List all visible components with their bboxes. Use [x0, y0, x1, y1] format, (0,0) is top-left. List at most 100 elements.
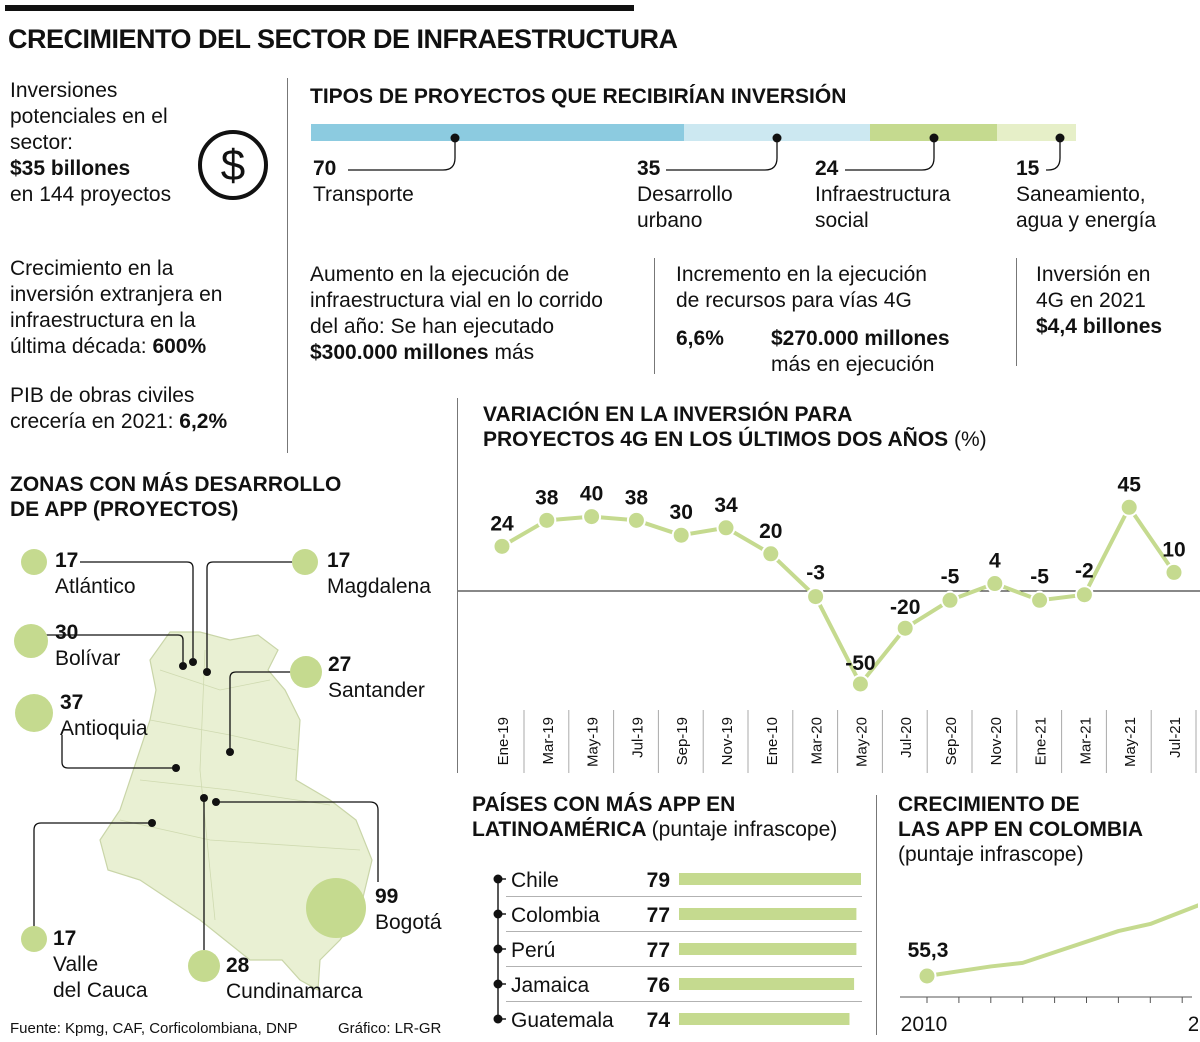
- small-x-start: 2010: [901, 1013, 948, 1036]
- variacion-point: [850, 674, 870, 694]
- divider: [654, 258, 655, 374]
- bubble-antioquia: [15, 694, 53, 732]
- tipo-value: 24: [815, 157, 839, 180]
- invest-line: sector:: [10, 131, 74, 154]
- variacion-title: VARIACIÓN EN LA INVERSIÓN PARA PROYECTOS…: [483, 402, 987, 452]
- zona-name: Santander: [328, 679, 425, 702]
- chart-title-unit: (puntaje infrascope): [651, 818, 838, 841]
- zona-leader: [80, 561, 194, 658]
- variacion-data-label: 24: [490, 512, 514, 535]
- bar: [679, 908, 857, 920]
- zona-leader: [206, 561, 300, 670]
- zona-atlantico: 17 Atlántico: [55, 548, 136, 600]
- page-title: CRECIMIENTO DEL SECTOR DE INFRAESTRUCTUR…: [8, 24, 678, 54]
- zona-name: Bolívar: [55, 647, 121, 670]
- tipo-item: 15 Saneamiento, agua y energía: [1016, 156, 1156, 234]
- bubble-valle: [21, 926, 47, 952]
- variacion-data-label: 20: [759, 520, 782, 543]
- chart-title-line: CRECIMIENTO DE: [898, 793, 1080, 816]
- crecimiento-title: CRECIMIENTO DE LAS APP EN COLOMBIA (punt…: [898, 792, 1143, 867]
- zonas-title-line: ZONAS CON MÁS DESARROLLO: [10, 473, 342, 496]
- variacion-point: [671, 525, 691, 545]
- small-start-label: 55,3: [908, 939, 949, 962]
- colombia-shape: [99, 631, 373, 991]
- svg-text:$: $: [221, 141, 245, 190]
- zona-leader: [61, 735, 174, 769]
- variacion-data-label: 30: [670, 501, 693, 524]
- tipo-item: 24 Infraestructura social: [815, 156, 950, 234]
- variacion-tick-label: Ene-10: [764, 717, 781, 765]
- variacion-chart: 24 Ene-19 38 Mar-19 40 May-19 38 Jul-19 30 Sep-19…: [458, 473, 1200, 773]
- bubble-atlantico: [21, 549, 47, 575]
- tipos-dot: [450, 133, 460, 143]
- fdi-line: Crecimiento en la: [10, 257, 174, 280]
- pib-value: 6,2%: [179, 410, 228, 433]
- variacion-point: [895, 618, 915, 638]
- paises-title: PAÍSES CON MÁS APP EN LATINOAMÉRICA (pun…: [472, 792, 837, 842]
- variacion-tick-label: Jul-21: [1167, 717, 1184, 758]
- fdi-line: inversión extranjera en: [10, 283, 223, 306]
- zona-dot: [212, 798, 220, 806]
- colombia-map: [14, 549, 379, 991]
- small-series-line: [926, 903, 1198, 978]
- variacion-point: [761, 544, 781, 564]
- zona-dot: [179, 662, 187, 670]
- divider: [876, 795, 877, 1035]
- title-rule: [5, 5, 634, 11]
- variacion-tick-label: Ene-21: [1033, 717, 1050, 765]
- stat-line: más en ejecución: [771, 353, 935, 376]
- tipos-leader: [1046, 138, 1061, 171]
- variacion-tick-label: Mar-19: [540, 717, 557, 765]
- fdi-value: 600%: [152, 335, 207, 358]
- tipo-label: Infraestructura: [815, 183, 951, 206]
- zona-cundinamarca: 28 Cundinamarca: [226, 953, 363, 1005]
- pib-block: PIB de obras civiles crecería en 2021: 6…: [10, 383, 280, 435]
- tipos-segment-desarrollo: [684, 124, 870, 141]
- bar-value-label: 79: [647, 869, 670, 892]
- variacion-tick-label: Jul-19: [629, 717, 646, 758]
- stat-vial: Aumento en la ejecución de infraestructu…: [310, 262, 650, 366]
- fdi-block: Crecimiento en la inversión extranjera e…: [10, 256, 270, 360]
- zona-value: 17: [53, 927, 77, 950]
- chart-title-unit: (%): [954, 428, 987, 451]
- invest-line: potenciales en el: [10, 105, 168, 128]
- bar-category-label: Perú: [511, 939, 555, 962]
- bubble-cundinamarca: [188, 950, 220, 982]
- zona-value: 37: [60, 691, 84, 714]
- variacion-point: [626, 510, 646, 530]
- bar-value-label: 76: [647, 974, 670, 997]
- variacion-tick-label: May-20: [853, 717, 870, 767]
- divider: [457, 398, 458, 773]
- source: Fuente: Kpmg, CAF, Corficolombiana, DNP: [10, 1020, 298, 1037]
- variacion-point: [1030, 590, 1050, 610]
- chart-title-line: VARIACIÓN EN LA INVERSIÓN PARA: [483, 403, 853, 426]
- zona-dot: [226, 748, 234, 756]
- zona-name: Magdalena: [327, 575, 431, 598]
- invest-line: Inversiones: [10, 79, 118, 102]
- variacion-tick-label: Sep-19: [674, 717, 691, 765]
- stat-line: Aumento en la ejecución de: [310, 263, 570, 286]
- stat-4g-value: $270.000 millones más en ejecución: [771, 326, 950, 378]
- variacion-data-label: 10: [1162, 538, 1185, 561]
- zona-antioquia: 37 Antioquia: [60, 690, 148, 742]
- zona-value: 28: [226, 954, 250, 977]
- chart-title-line: LATINOAMÉRICA: [472, 818, 646, 841]
- zona-value: 99: [375, 885, 399, 908]
- stat-line: Inversión en: [1036, 263, 1151, 286]
- variacion-data-label: 4: [989, 550, 1001, 573]
- variacion-point: [537, 510, 557, 530]
- zona-santander: 27 Santander: [328, 652, 425, 704]
- variacion-tick-label: May-19: [585, 717, 602, 767]
- fdi-line: infraestructura en la: [10, 309, 196, 332]
- zona-value: 27: [328, 653, 352, 676]
- zona-magdalena: 17 Magdalena: [327, 548, 431, 600]
- tipo-value: 70: [313, 157, 337, 180]
- tipos-bar: [311, 124, 1076, 171]
- region-border: [119, 819, 361, 851]
- tipos-leader: [666, 138, 778, 171]
- zona-leader: [33, 822, 152, 932]
- zona-bolivar: 30 Bolívar: [55, 620, 120, 672]
- stat-line: 4G en 2021: [1036, 289, 1146, 312]
- tipos-leader: [845, 138, 935, 171]
- tipos-title: TIPOS DE PROYECTOS QUE RECIBIRÍAN INVERS…: [310, 85, 847, 108]
